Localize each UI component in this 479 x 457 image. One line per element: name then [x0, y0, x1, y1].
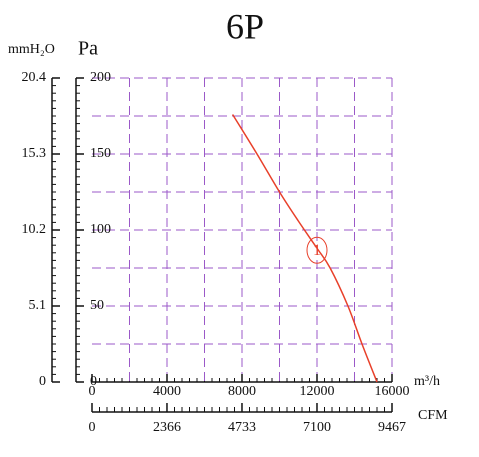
curve-label-circle — [306, 236, 328, 264]
chart-title: 6P — [226, 6, 264, 46]
x2-axis-label: CFM — [418, 408, 448, 423]
x-tick-label: 8000 — [228, 384, 256, 399]
y2-tick-label: 100 — [90, 222, 111, 237]
x-tick-label: 4000 — [153, 384, 181, 399]
y2-tick-label: 0 — [90, 374, 97, 389]
y2-axis-label: Pa — [78, 38, 98, 60]
y-tick-label: 10.2 — [22, 222, 47, 237]
x2-tick-label: 4733 — [228, 420, 256, 435]
x-tick-label: 12000 — [300, 384, 335, 399]
x2-tick-label: 2366 — [153, 420, 181, 435]
y-tick-label: 15.3 — [22, 146, 47, 161]
y-axis-label: mmH₂O — [8, 42, 55, 57]
y-tick-label: 5.1 — [29, 298, 47, 313]
y2-tick-label: 150 — [90, 146, 111, 161]
x-tick-label: 16000 — [375, 384, 410, 399]
curve-label: 1 — [313, 242, 321, 259]
x-tick-label: 0 — [89, 384, 96, 399]
x2-tick-label: 0 — [89, 420, 96, 435]
x2-tick-label: 9467 — [378, 420, 406, 435]
y-tick-label: 20.4 — [22, 70, 47, 85]
y-tick-label: 0 — [39, 374, 46, 389]
x-axis-label: m³/h — [414, 374, 440, 389]
y2-tick-label: 200 — [90, 70, 111, 85]
curve — [231, 114, 378, 383]
x2-tick-label: 7100 — [303, 420, 331, 435]
y2-tick-label: 50 — [90, 298, 104, 313]
